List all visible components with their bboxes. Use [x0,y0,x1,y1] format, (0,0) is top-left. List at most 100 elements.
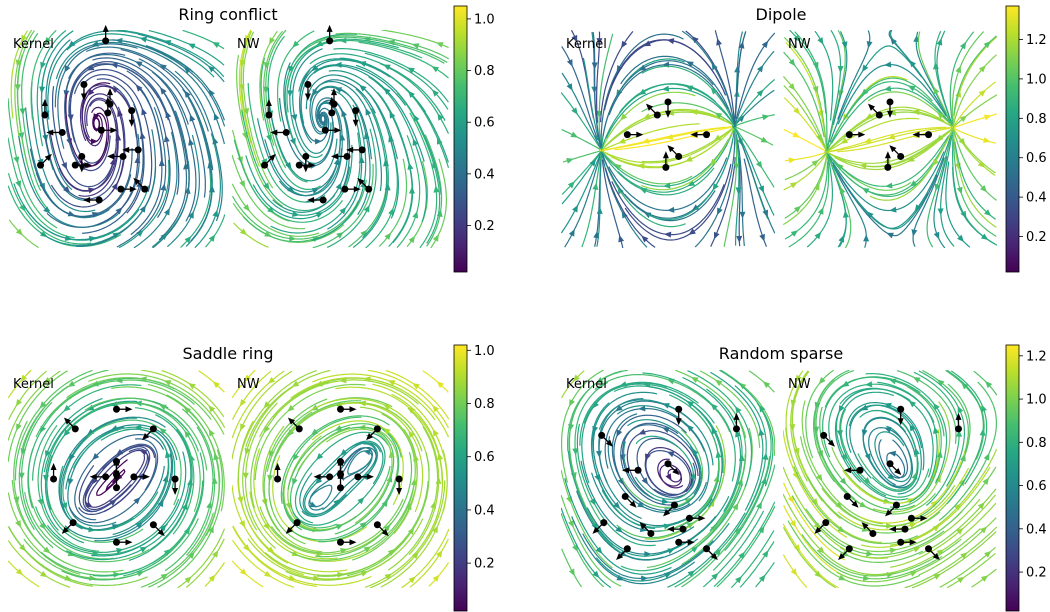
streamline-arrow [937,208,944,216]
streamline-arrow [244,374,252,382]
sample-point [295,161,303,169]
streamline-arrow [363,376,371,383]
streamline [719,370,774,487]
streamline-arrow [568,229,575,237]
streamline-arrow [165,110,172,119]
streamline-arrow [39,86,46,94]
streamline-arrow [954,503,962,511]
streamline-arrow [866,211,874,219]
streamline-arrow [793,544,801,552]
streamline [333,48,449,103]
streamline-arrow [87,88,95,96]
sample-arrowhead [887,110,893,118]
streamline [396,135,421,248]
panel: Kernel [561,30,775,248]
sample-arrowhead [83,197,91,203]
sample-point [884,163,892,171]
streamline-arrow [139,546,148,553]
sample-point [80,81,88,88]
streamline-arrow [760,476,767,485]
sample-arrowhead [667,145,675,153]
streamline-arrow [661,498,669,505]
sample-point [892,501,900,509]
streamline-arrow [243,204,250,212]
streamlines [561,370,775,588]
streamline [791,370,824,502]
streamline [561,548,583,588]
streamline-arrow [15,398,23,407]
panel: Kernel [8,24,225,248]
streamline-arrow [243,544,250,552]
streamline-arrow [842,210,849,218]
streamline [311,35,448,64]
streamline [133,131,178,248]
streamline-arrow [64,574,73,581]
streamline-arrow [863,477,871,485]
sample-arrowhead [313,473,321,480]
streamline-arrow [688,228,696,235]
streamline-arrow [244,447,251,456]
streamline [946,552,996,588]
sample-point [102,473,110,481]
subplot-title: Dipole [756,5,807,24]
streamline-arrow [977,160,986,168]
colorbar [453,5,468,273]
streamline-arrow [18,472,25,480]
streamline-arrow [733,163,740,171]
streamline [603,39,715,111]
streamline-arrow [407,67,415,74]
streamline-arrow [861,526,870,532]
sample-point [662,163,670,171]
streamlines [232,370,449,588]
sample-point [337,405,344,413]
streamline-arrow [620,113,628,121]
streamline-arrow [387,380,396,386]
streamline-arrow [408,430,415,438]
streamline-arrow [760,136,769,143]
sample-point [869,530,877,537]
streamline-arrow [933,573,942,580]
streamline-arrow [957,405,964,414]
streamline-arrow [160,573,169,580]
streamline-arrow [333,498,341,506]
streamline-arrow [912,376,921,383]
streamline [783,527,837,588]
streamline-arrow [159,404,167,411]
streamline [309,80,382,192]
sample-arrowhead [858,131,866,138]
sample-arrowhead [172,488,179,495]
streamline-arrow [207,65,216,73]
streamline-arrow [360,570,369,577]
streamline [936,30,952,122]
sample-point [856,466,864,474]
sample-arrowhead [110,127,118,134]
panel: NW [232,370,449,588]
streamline-arrow [289,137,296,146]
streamline-arrow [955,65,962,74]
streamline [794,31,828,146]
streamline [112,39,225,127]
streamline-arrow [710,403,718,411]
sample-arrowhead [827,439,835,447]
streamline-arrow [886,232,894,239]
streamline [889,30,955,130]
sample-arrowhead [133,177,141,185]
sample-point [319,196,327,204]
streamline [364,52,449,110]
streamline-arrow [412,382,420,390]
streamline [194,133,221,248]
sample-arrowhead [687,539,695,546]
streamline-arrow [158,159,165,167]
streamline [681,30,736,128]
sample-arrowhead [102,24,109,32]
streamline-arrow [883,85,892,92]
sample-point [675,152,683,160]
panel-label: NW [788,377,811,392]
streamline-arrow [136,230,144,237]
streamline [783,36,828,154]
streamline [205,214,225,248]
streamline-arrow [184,236,192,244]
streamline-arrow [685,85,694,92]
sample-arrowhead [844,467,851,474]
streamline-arrow [717,207,723,216]
